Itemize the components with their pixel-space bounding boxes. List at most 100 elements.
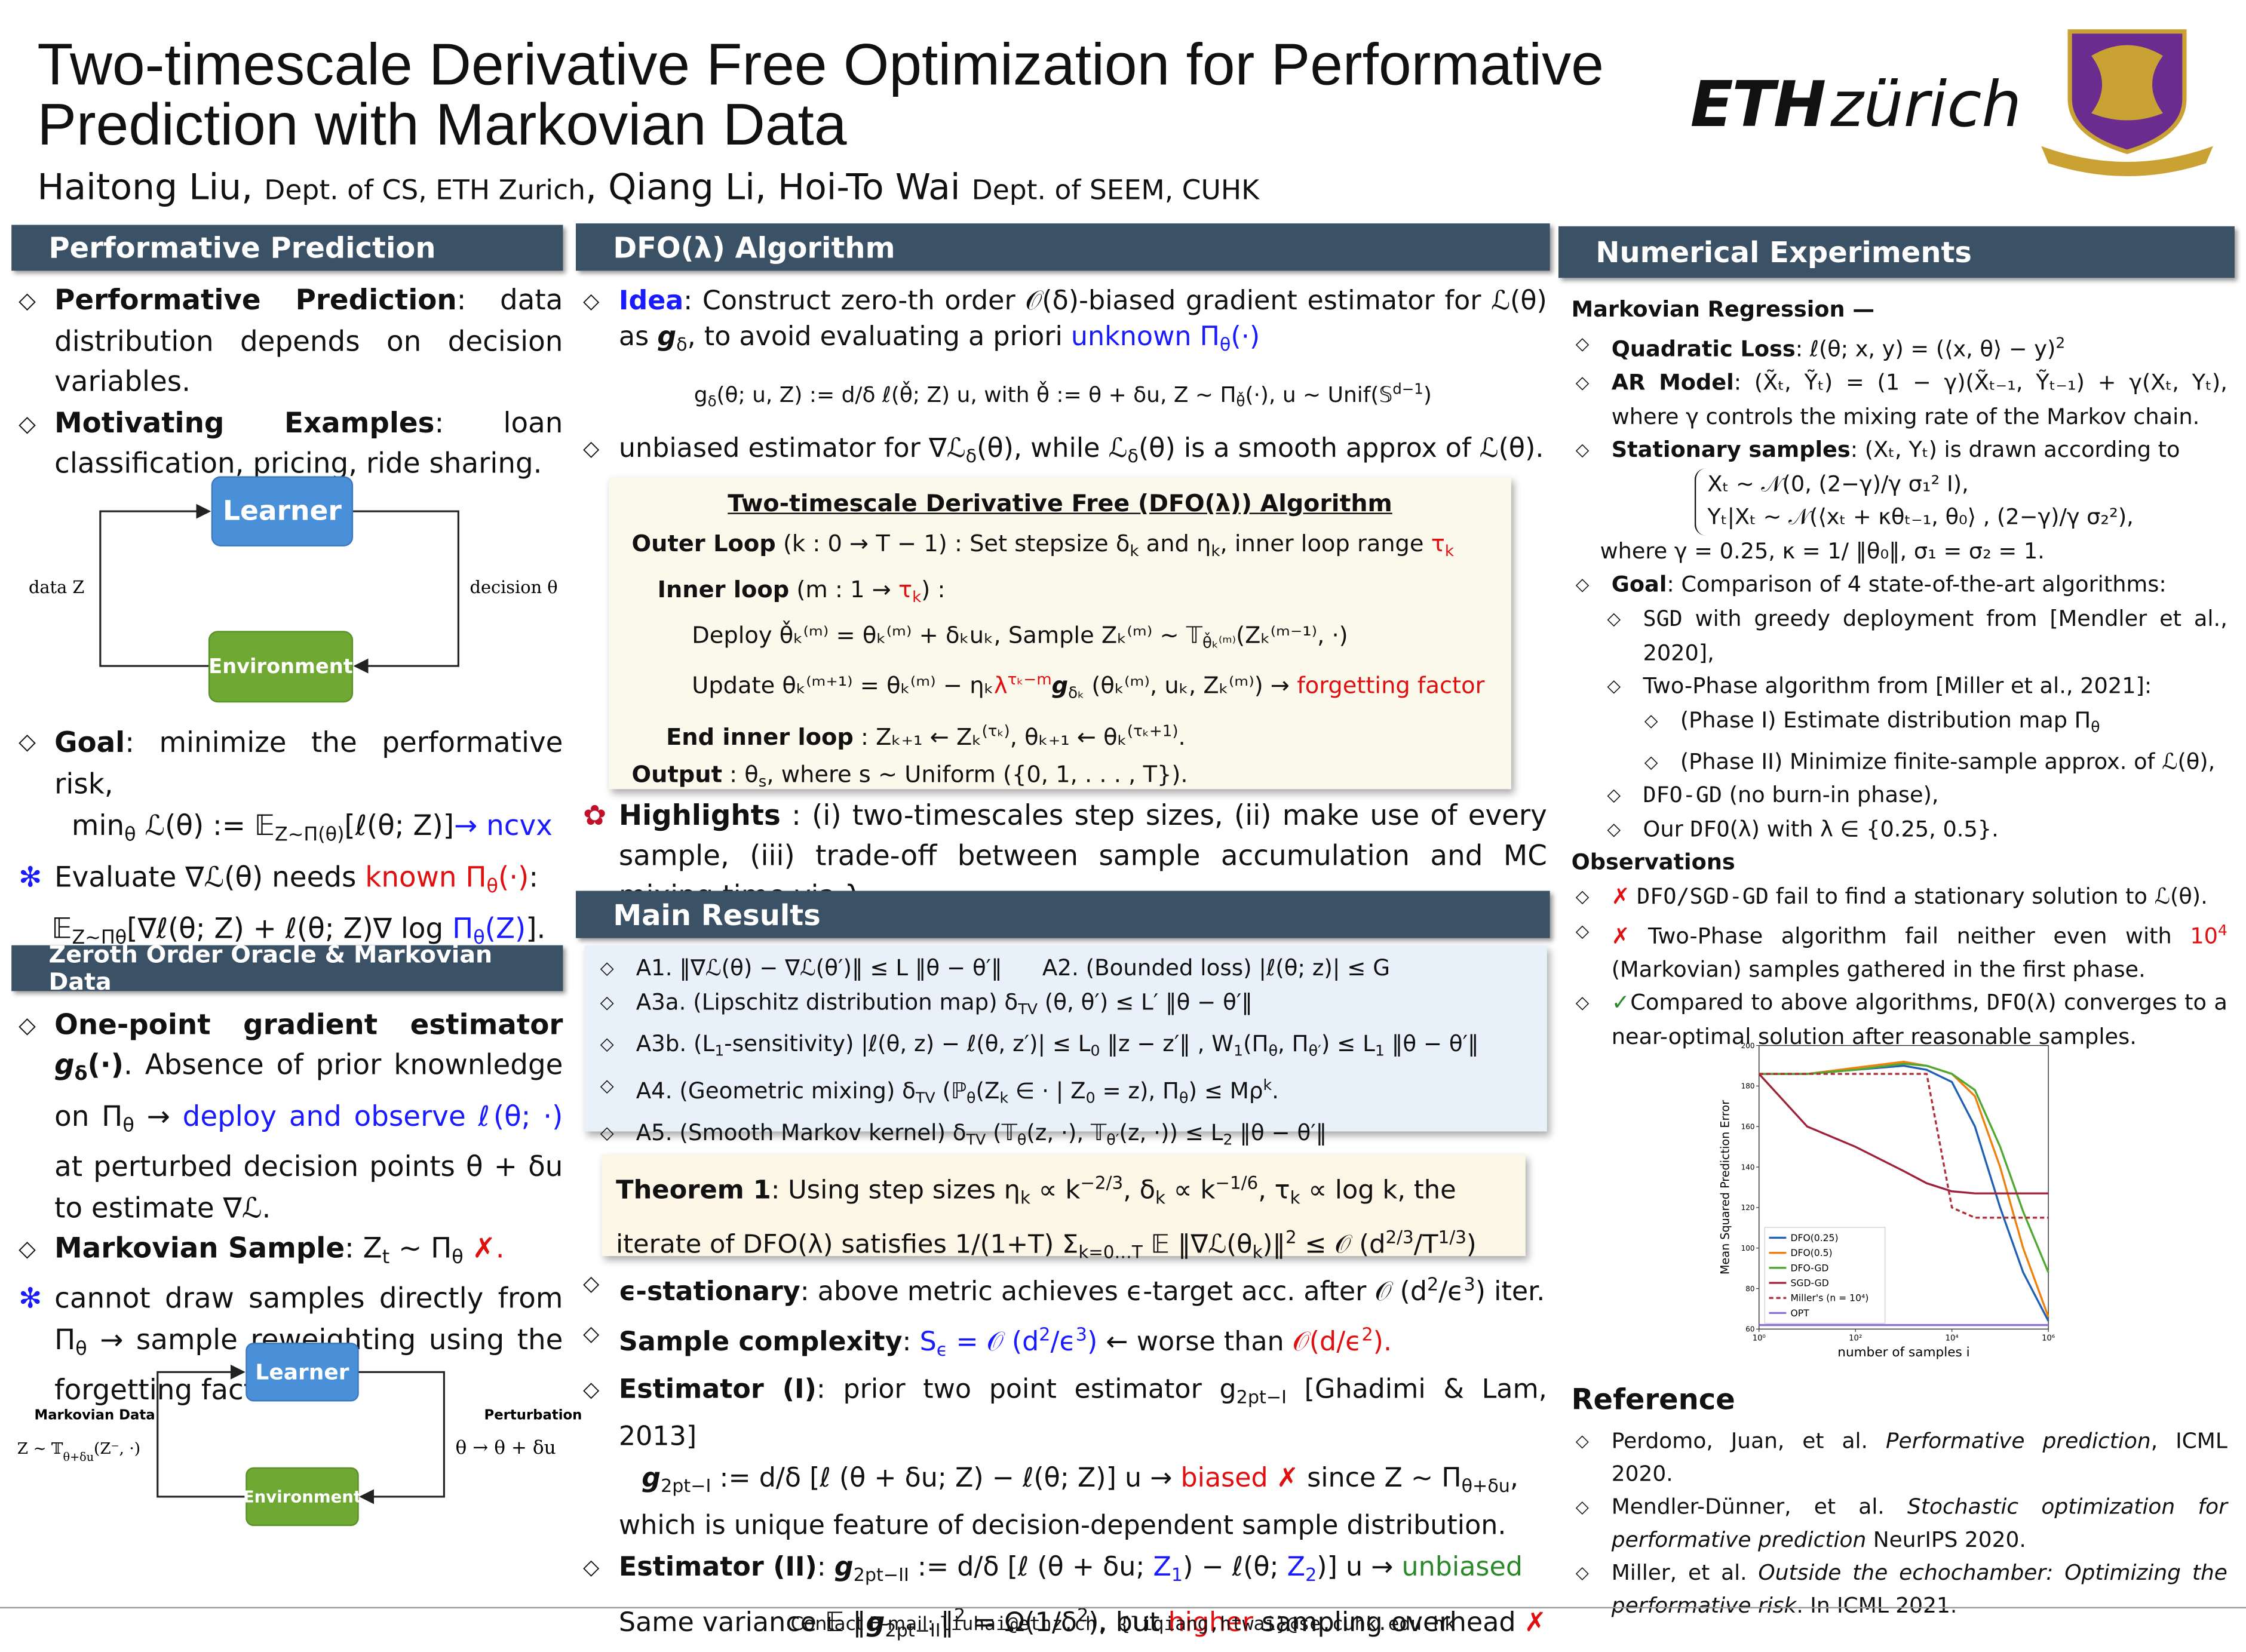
text-run: ℓ(θ̌; Z) u, with θ̌ := θ + δu, Z ∼ Π xyxy=(875,381,1236,407)
text-run: 3 xyxy=(1075,1322,1088,1344)
text-line: A1. ‖∇ℒ(θ) − ∇ℒ(θ′)‖ ≤ L ‖θ − θ′‖ A2. (Bo… xyxy=(596,951,1536,985)
text-run: , τ xyxy=(1258,1175,1290,1206)
x-tick-label: 10² xyxy=(1849,1334,1862,1343)
text-run: /T xyxy=(1413,1230,1438,1261)
text-line: Same variance 𝔼 ‖g2pt−II‖2 = Ω(1/δ2), bu… xyxy=(579,1595,1547,1651)
text-run: 2pt−II xyxy=(853,1563,909,1585)
text-run: k xyxy=(1252,1242,1263,1263)
bullets: Idea: Construct zero-th order 𝒪(δ)-biase… xyxy=(579,284,1547,474)
text-run: (Phase I) Estimate distribution map Π xyxy=(1680,707,2091,733)
text-line: g2pt−I := d/δ [ℓ (θ + δu; Z) − ℓ(θ; Z)] … xyxy=(579,1459,1547,1507)
text-run: , ICML 2020. xyxy=(1611,1427,2227,1487)
shape xyxy=(246,1343,359,1402)
x-tick-label: 10⁴ xyxy=(1946,1334,1959,1343)
text-run: ) ≤ Mρ xyxy=(1188,1078,1263,1105)
text-run: ∝ log k, the iterate of DFO(λ) satisfies xyxy=(616,1175,1456,1261)
y-axis-label: Mean Squared Prediction Error xyxy=(1718,1100,1732,1275)
text-line: Theorem 1: Using step sizes ηk ∝ k−2/3, … xyxy=(616,1163,1511,1273)
text-line: Markovian Sample: Zt ∼ Πθ ✗. xyxy=(14,1229,563,1279)
text-run: (λ) with λ ∈ {0.25, 0.5}. xyxy=(1729,816,1999,842)
title: Two-timescale Derivative Free Optimizati… xyxy=(37,31,1604,158)
text-line: Performative Prediction: data distributi… xyxy=(14,281,563,403)
text-run xyxy=(464,1232,472,1264)
edge-label: θ → θ + δu xyxy=(456,1437,556,1458)
text-run: 2 xyxy=(1039,1322,1051,1344)
text-line: AR Model: (X̃ₜ, Ỹₜ) = (1 − γ)(X̃ₜ₋₁, Ỹₜ₋… xyxy=(1572,367,2227,434)
legend-label: DFO-GD xyxy=(1791,1263,1829,1273)
text-run: Dept. of CS, ETH Zurich xyxy=(264,174,586,207)
text-run: : (X̃ₜ, Ỹₜ) = (1 − γ)(X̃ₜ₋₁, Ỹₜ₋₁) + γ(X… xyxy=(1611,369,2227,429)
text-run: θ′ xyxy=(1308,1043,1321,1061)
text-run: := xyxy=(711,1463,759,1494)
shape xyxy=(157,1364,247,1498)
text-run: /ϵ xyxy=(1050,1326,1076,1357)
text-run: ) : xyxy=(921,575,946,603)
section-heading: Reference xyxy=(1571,1382,1735,1417)
plot-frame xyxy=(1759,1045,2049,1330)
text-run: A3a. (Lipschitz distribution map) δ xyxy=(636,990,1018,1016)
series-line xyxy=(1759,1073,2049,1219)
y-tick-label: 160 xyxy=(1741,1123,1755,1131)
text-run: A2. (Bounded loss) |ℓ(θ; z)| ≤ G xyxy=(1042,955,1390,981)
text-line: Miller, et al. Outside the echochamber: … xyxy=(1572,1557,2227,1623)
text-run: fail to find a stationary solution to ℒ(… xyxy=(1769,883,2208,910)
text-run: forgetting factor xyxy=(1297,672,1485,699)
text-run: 𝒪(d/ϵ xyxy=(1292,1326,1362,1357)
text-run: ϵ xyxy=(936,1338,948,1360)
text-run: Motivating Examples xyxy=(54,406,435,439)
y-tick-label: 140 xyxy=(1741,1163,1755,1171)
legend-label: SGD-GD xyxy=(1791,1278,1829,1289)
text-run: 2pt−II xyxy=(885,1619,941,1641)
text-run: TV xyxy=(915,1090,935,1108)
text-run: 1 xyxy=(1171,1563,1183,1585)
shape xyxy=(208,631,354,703)
text-run: (·) xyxy=(1231,322,1260,352)
text-run: 2 xyxy=(1285,1228,1297,1248)
text-run: θ̌ₖ⁽ᵐ⁾ xyxy=(1202,632,1236,652)
legend-label: OPT xyxy=(1791,1308,1810,1319)
section-heading: Numerical Experiments xyxy=(1558,226,2235,278)
text-run: θ xyxy=(1219,333,1231,355)
text-run: at perturbed decision points θ + δu to e… xyxy=(54,1150,563,1224)
footer: Contact E-mail: liuhai@ethz.ch, {liqiang… xyxy=(0,1614,2246,1636)
text-line: Motivating Examples: loan classification… xyxy=(14,403,563,485)
text-run: : ℓ(θ; x, y) = (⟨x, θ⟩ − y) xyxy=(1795,335,2056,362)
text-run: : xyxy=(902,1326,920,1357)
text-run: θ xyxy=(473,928,485,950)
text-run: 𝔼 xyxy=(51,912,72,945)
text-run: (·) xyxy=(87,1049,124,1082)
text-run: k xyxy=(1155,1187,1166,1208)
text-run: (k : 0 → T − 1) : Set stepsize δ xyxy=(775,530,1130,557)
text-run: [ℓ (θ + δu; xyxy=(999,1552,1153,1583)
text-run: . In ICML 2021. xyxy=(1796,1592,1957,1619)
text-run: := xyxy=(909,1552,958,1583)
text-run: 3 xyxy=(1463,1273,1475,1295)
text-run: Outer Loop xyxy=(631,530,776,557)
text-line: (Phase I) Estimate distribution map Πθ xyxy=(1640,704,2227,745)
text-run: ∝ k xyxy=(1165,1175,1216,1206)
text-run: k xyxy=(999,1090,1009,1108)
text-run: Perdomo, Juan, et al. xyxy=(1611,1427,1886,1454)
text-run: : Z xyxy=(345,1232,382,1265)
text-run: , Π xyxy=(1278,1031,1309,1058)
text-run: : xyxy=(529,861,539,894)
text-run: ϵ-stationary xyxy=(618,1277,800,1308)
text-run: δ xyxy=(1127,446,1139,468)
text-run: ≤ 𝒪 (d xyxy=(1296,1230,1386,1261)
text-run: ]. xyxy=(526,912,546,945)
text-run: = Ω(1/δ xyxy=(965,1608,1078,1639)
text-run: λ xyxy=(993,672,1008,699)
text-run: ) xyxy=(1087,1326,1098,1357)
text-run: liuhai@ethz.ch, {liqiang,htwai}@se.cuhk.… xyxy=(940,1614,1456,1636)
section-heading: Zeroth Order Oracle & Markovian Data xyxy=(11,941,563,996)
text-run: d/δ xyxy=(957,1552,999,1583)
text-run: k xyxy=(1211,542,1220,561)
text-run: ‖θ − θ′‖ xyxy=(1384,1031,1479,1058)
equation: Xₜ ∼ 𝒩(0, (2−γ)/γ σ₁² I), xyxy=(1707,471,1969,497)
text-run: 10 xyxy=(2190,922,2219,949)
text-run: : θ xyxy=(722,761,759,788)
text-run: A5. (Smooth Markov kernel) δ xyxy=(636,1120,966,1147)
y-tick-label: 120 xyxy=(1741,1203,1755,1212)
text-run: ✗ xyxy=(1524,1608,1547,1639)
text-run: −2/3 xyxy=(1080,1172,1124,1193)
